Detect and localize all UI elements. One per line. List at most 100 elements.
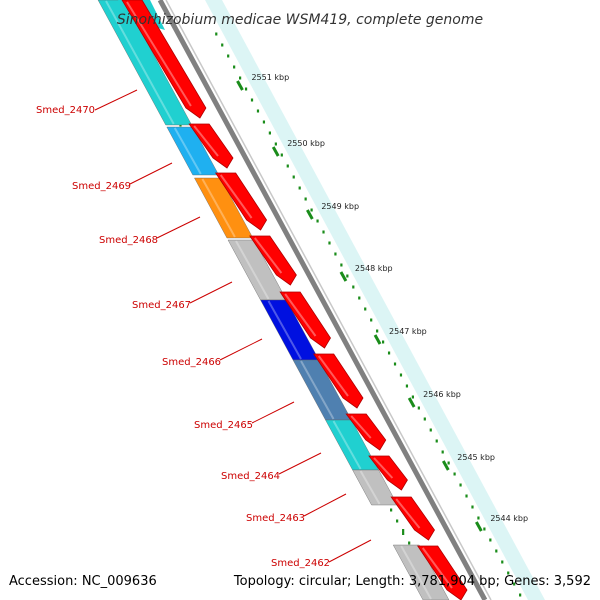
gc-skew-dot (340, 263, 343, 267)
gc-skew-dot (250, 98, 254, 102)
gc-skew-dot (483, 527, 486, 531)
gc-skew-dot (316, 219, 319, 223)
gene-block-highlight (359, 470, 381, 505)
gc-skew-dot (513, 582, 516, 586)
gc-skew-dot (429, 428, 432, 432)
gc-skew-dot (358, 296, 361, 300)
gene-block-highlight (235, 240, 270, 300)
gc-skew-dot (322, 230, 325, 234)
gc-skew-dot (405, 384, 409, 388)
topology-text: Topology: circular; Length: 3,781,904 bp… (233, 574, 591, 589)
gene-label-leader (303, 493, 347, 517)
gc-skew-dot (471, 505, 474, 509)
map-title: Sinorhizobium medicae WSM419, complete g… (117, 12, 483, 28)
gc-content-band (205, 0, 545, 600)
tick-label: 2547 kbp (389, 327, 427, 336)
gene-block-highlight (173, 127, 202, 175)
gene-label-smed-2465[interactable]: Smed_2465 (194, 420, 253, 431)
gene-block-highlight (201, 178, 236, 238)
gc-skew-dot (441, 450, 444, 454)
gene-label-leader (251, 401, 295, 424)
gene-label-smed-2462[interactable]: Smed_2462 (271, 558, 330, 569)
tick-mark (407, 397, 416, 408)
gc-skew-dot (310, 208, 313, 212)
gene-label-smed-2467[interactable]: Smed_2467 (132, 300, 191, 311)
gc-skew-dot (286, 164, 289, 168)
tick-label: 2550 kbp (287, 139, 325, 148)
gc-skew-dot (507, 571, 510, 575)
gc-skew-dot (382, 340, 385, 344)
gc-skew-dot (334, 252, 337, 256)
tick-mark (441, 460, 450, 471)
tick-marks: 2551 kbp 2550 kbp 2549 kbp 2548 kbp 2547 kbp… (236, 73, 528, 532)
gc-skew-dot (239, 76, 242, 80)
forward-strand-genes (121, 0, 468, 600)
tick-label: 2549 kbp (321, 202, 359, 211)
gc-skew-dot (423, 417, 426, 421)
tick-mark (236, 80, 244, 91)
gc-skew-dot (465, 494, 468, 498)
tick-mark (339, 271, 348, 282)
gene-label-leader (94, 89, 138, 111)
gene-block-highlight (267, 300, 302, 360)
gc-skew-dot (233, 65, 236, 69)
forward-gene-highlight (373, 457, 394, 479)
gene-label-leader (328, 539, 372, 563)
tick-label: 2546 kbp (423, 390, 461, 399)
gc-skew-dot (495, 549, 498, 553)
gc-skew-dot (227, 54, 230, 58)
gc-skew-dot (352, 285, 355, 289)
gene-label-leader (156, 216, 201, 239)
gene-block-highlight (332, 420, 362, 470)
gc-skew-dot (292, 175, 295, 179)
gc-skew-dot (346, 274, 349, 278)
gc-skew-dot (274, 142, 277, 146)
gc-skew-dot (370, 318, 373, 322)
gc-skew-dot (215, 32, 218, 36)
tick-label: 2551 kbp (251, 73, 289, 82)
tick-mark (475, 521, 483, 532)
gc-skew-dot (390, 508, 393, 512)
gene-block-smed-2462[interactable] (392, 544, 450, 600)
gene-label-smed-2470[interactable]: Smed_2470 (36, 105, 95, 116)
gene-label-leader (219, 338, 263, 361)
gc-skew-dot (396, 519, 399, 523)
gc-skew-dot (417, 406, 420, 410)
gene-label-leader (129, 162, 173, 185)
gene-labels: Smed_2470 Smed_2469 Smed_2468 Smed_2467 Smed… (36, 89, 372, 569)
tick-label: 2544 kbp (490, 514, 528, 523)
gc-skew-dot (268, 131, 271, 135)
gc-skew-dot (244, 87, 248, 91)
gc-skew-dot (256, 109, 260, 113)
gc-skew-dot (304, 197, 307, 201)
gc-skew-dot (519, 593, 522, 597)
gene-label-smed-2464[interactable]: Smed_2464 (221, 471, 280, 482)
accession-text: Accession: NC_009636 (9, 574, 157, 589)
gene-label-smed-2463[interactable]: Smed_2463 (246, 513, 305, 524)
gc-skew-dot (280, 153, 283, 157)
gc-skew-dot (411, 395, 414, 399)
gc-skew-dot (501, 560, 504, 564)
gc-skew-dot (489, 538, 492, 542)
gc-skew-dot (399, 373, 403, 377)
gc-skew-dot (364, 307, 367, 311)
gene-label-leader (189, 281, 233, 304)
gc-skew-dot (459, 483, 462, 487)
forward-gene-highlight (395, 498, 421, 529)
gene-label-smed-2469[interactable]: Smed_2469 (72, 181, 131, 192)
tick-mark (373, 334, 382, 345)
gc-skew-dot (262, 120, 266, 124)
gene-block-highlight (400, 545, 432, 600)
gene-label-smed-2468[interactable]: Smed_2468 (99, 235, 158, 246)
gc-skew-dot (447, 461, 450, 465)
gc-skew-dot (387, 351, 391, 355)
gene-label-smed-2466[interactable]: Smed_2466 (162, 357, 221, 368)
forward-gene-highlight (350, 415, 372, 439)
gc-skew-dot (402, 529, 405, 535)
forward-gene-highlight (193, 125, 219, 157)
gc-skew-dot (328, 241, 331, 245)
gc-skew-dot (453, 472, 456, 476)
gc-skew-dot (298, 186, 301, 190)
gc-skew-dot (408, 541, 411, 545)
